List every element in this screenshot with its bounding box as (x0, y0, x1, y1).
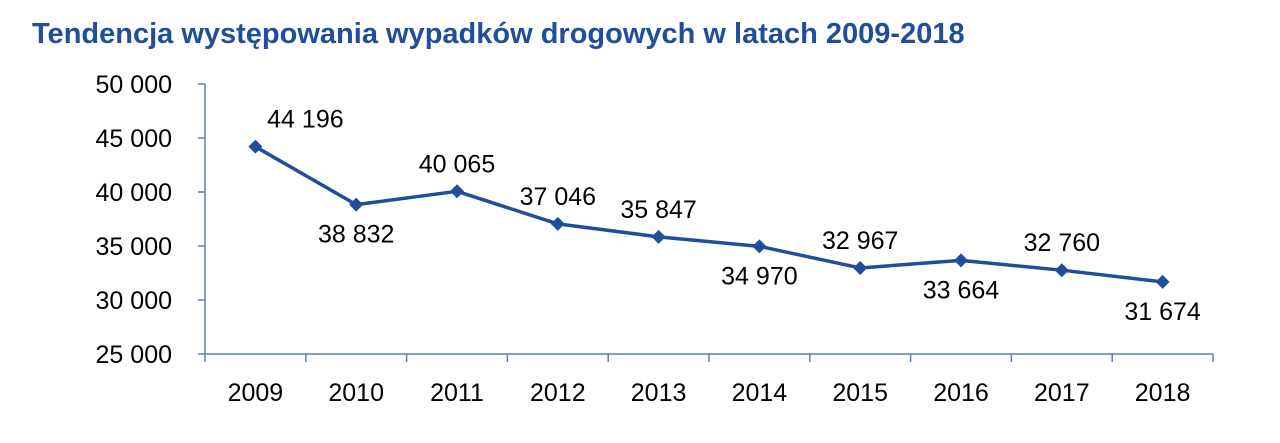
x-axis-ticks: 2009 2010 2011 2012 2013 2014 2015 2016 2017 2018 (204, 354, 1214, 407)
data-point-marker (853, 260, 868, 275)
x-tick-label: 2018 (1135, 379, 1191, 407)
x-tick-label: 2012 (530, 379, 586, 407)
data-label: 32 760 (1024, 229, 1100, 257)
data-point-marker (349, 197, 364, 212)
x-tick-label: 2010 (328, 379, 384, 407)
x-tick-label: 2013 (631, 379, 687, 407)
data-label: 37 046 (520, 183, 596, 211)
data-point-marker (954, 253, 968, 268)
data-labels: 44 196 38 832 40 065 37 046 35 847 34 970 32 9… (267, 106, 1201, 326)
x-tick-label: 2017 (1034, 379, 1090, 407)
y-axis-ticks: 25 000 30 000 35 000 40 000 45 000 50 000 (96, 71, 205, 369)
chart-title: Tendencja występowania wypadków drogowyc… (32, 18, 965, 50)
y-tick-label: 30 000 (96, 287, 172, 315)
data-point-marker (248, 139, 263, 154)
x-tick-label: 2009 (228, 379, 284, 407)
y-tick-label: 40 000 (96, 179, 172, 207)
data-label: 33 664 (923, 276, 1000, 304)
x-tick-label: 2011 (430, 379, 484, 407)
data-label: 32 967 (822, 227, 898, 255)
data-label: 31 674 (1124, 298, 1201, 326)
x-tick-label: 2014 (732, 379, 788, 407)
y-tick-label: 45 000 (96, 125, 172, 153)
series-line-group (248, 139, 1170, 289)
data-point-marker (1155, 274, 1170, 289)
y-tick-label: 50 000 (96, 71, 172, 99)
data-label: 35 847 (620, 196, 696, 224)
data-label: 44 196 (267, 106, 343, 134)
data-label: 38 832 (318, 221, 394, 249)
data-label: 40 065 (419, 150, 495, 178)
data-label: 34 970 (721, 262, 797, 290)
data-point-marker (550, 216, 565, 231)
y-tick-label: 25 000 (96, 341, 172, 369)
series-line (254, 145, 1163, 284)
x-tick-label: 2016 (933, 379, 989, 407)
y-tick-label: 35 000 (96, 233, 172, 261)
chart-axes (204, 84, 1213, 355)
data-point-marker (1054, 263, 1069, 278)
data-point-marker (752, 239, 767, 254)
data-point-marker (450, 184, 464, 199)
x-tick-label: 2015 (832, 379, 888, 407)
data-point-marker (651, 229, 666, 244)
